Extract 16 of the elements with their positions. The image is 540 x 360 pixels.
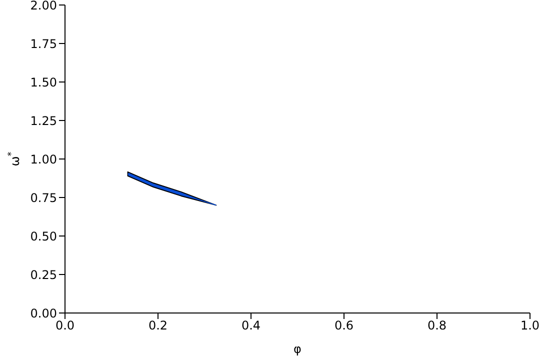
- y-tick-label: 1.25: [30, 114, 57, 128]
- y-tick-label: 1.00: [30, 152, 57, 166]
- x-axis-title: φ: [294, 342, 302, 356]
- y-tick-label: 1.75: [30, 36, 57, 51]
- x-tick-label: 1.0: [520, 318, 540, 333]
- y-tick-label: 0.00: [30, 306, 57, 320]
- y-tick-label: 0.25: [30, 268, 57, 282]
- y-tick-label: 1.50: [30, 75, 57, 90]
- y-tick-label: 0.50: [30, 229, 57, 244]
- x-tick-label: 0.2: [148, 318, 168, 333]
- x-tick-label: 0.6: [334, 318, 354, 333]
- y-tick-label: 0.75: [30, 190, 57, 205]
- x-tick-label: 0.8: [427, 318, 447, 333]
- y-tick-label: 2.00: [30, 0, 57, 12]
- x-tick-label: 0.4: [241, 318, 261, 333]
- x-tick-label: 0.0: [55, 318, 75, 333]
